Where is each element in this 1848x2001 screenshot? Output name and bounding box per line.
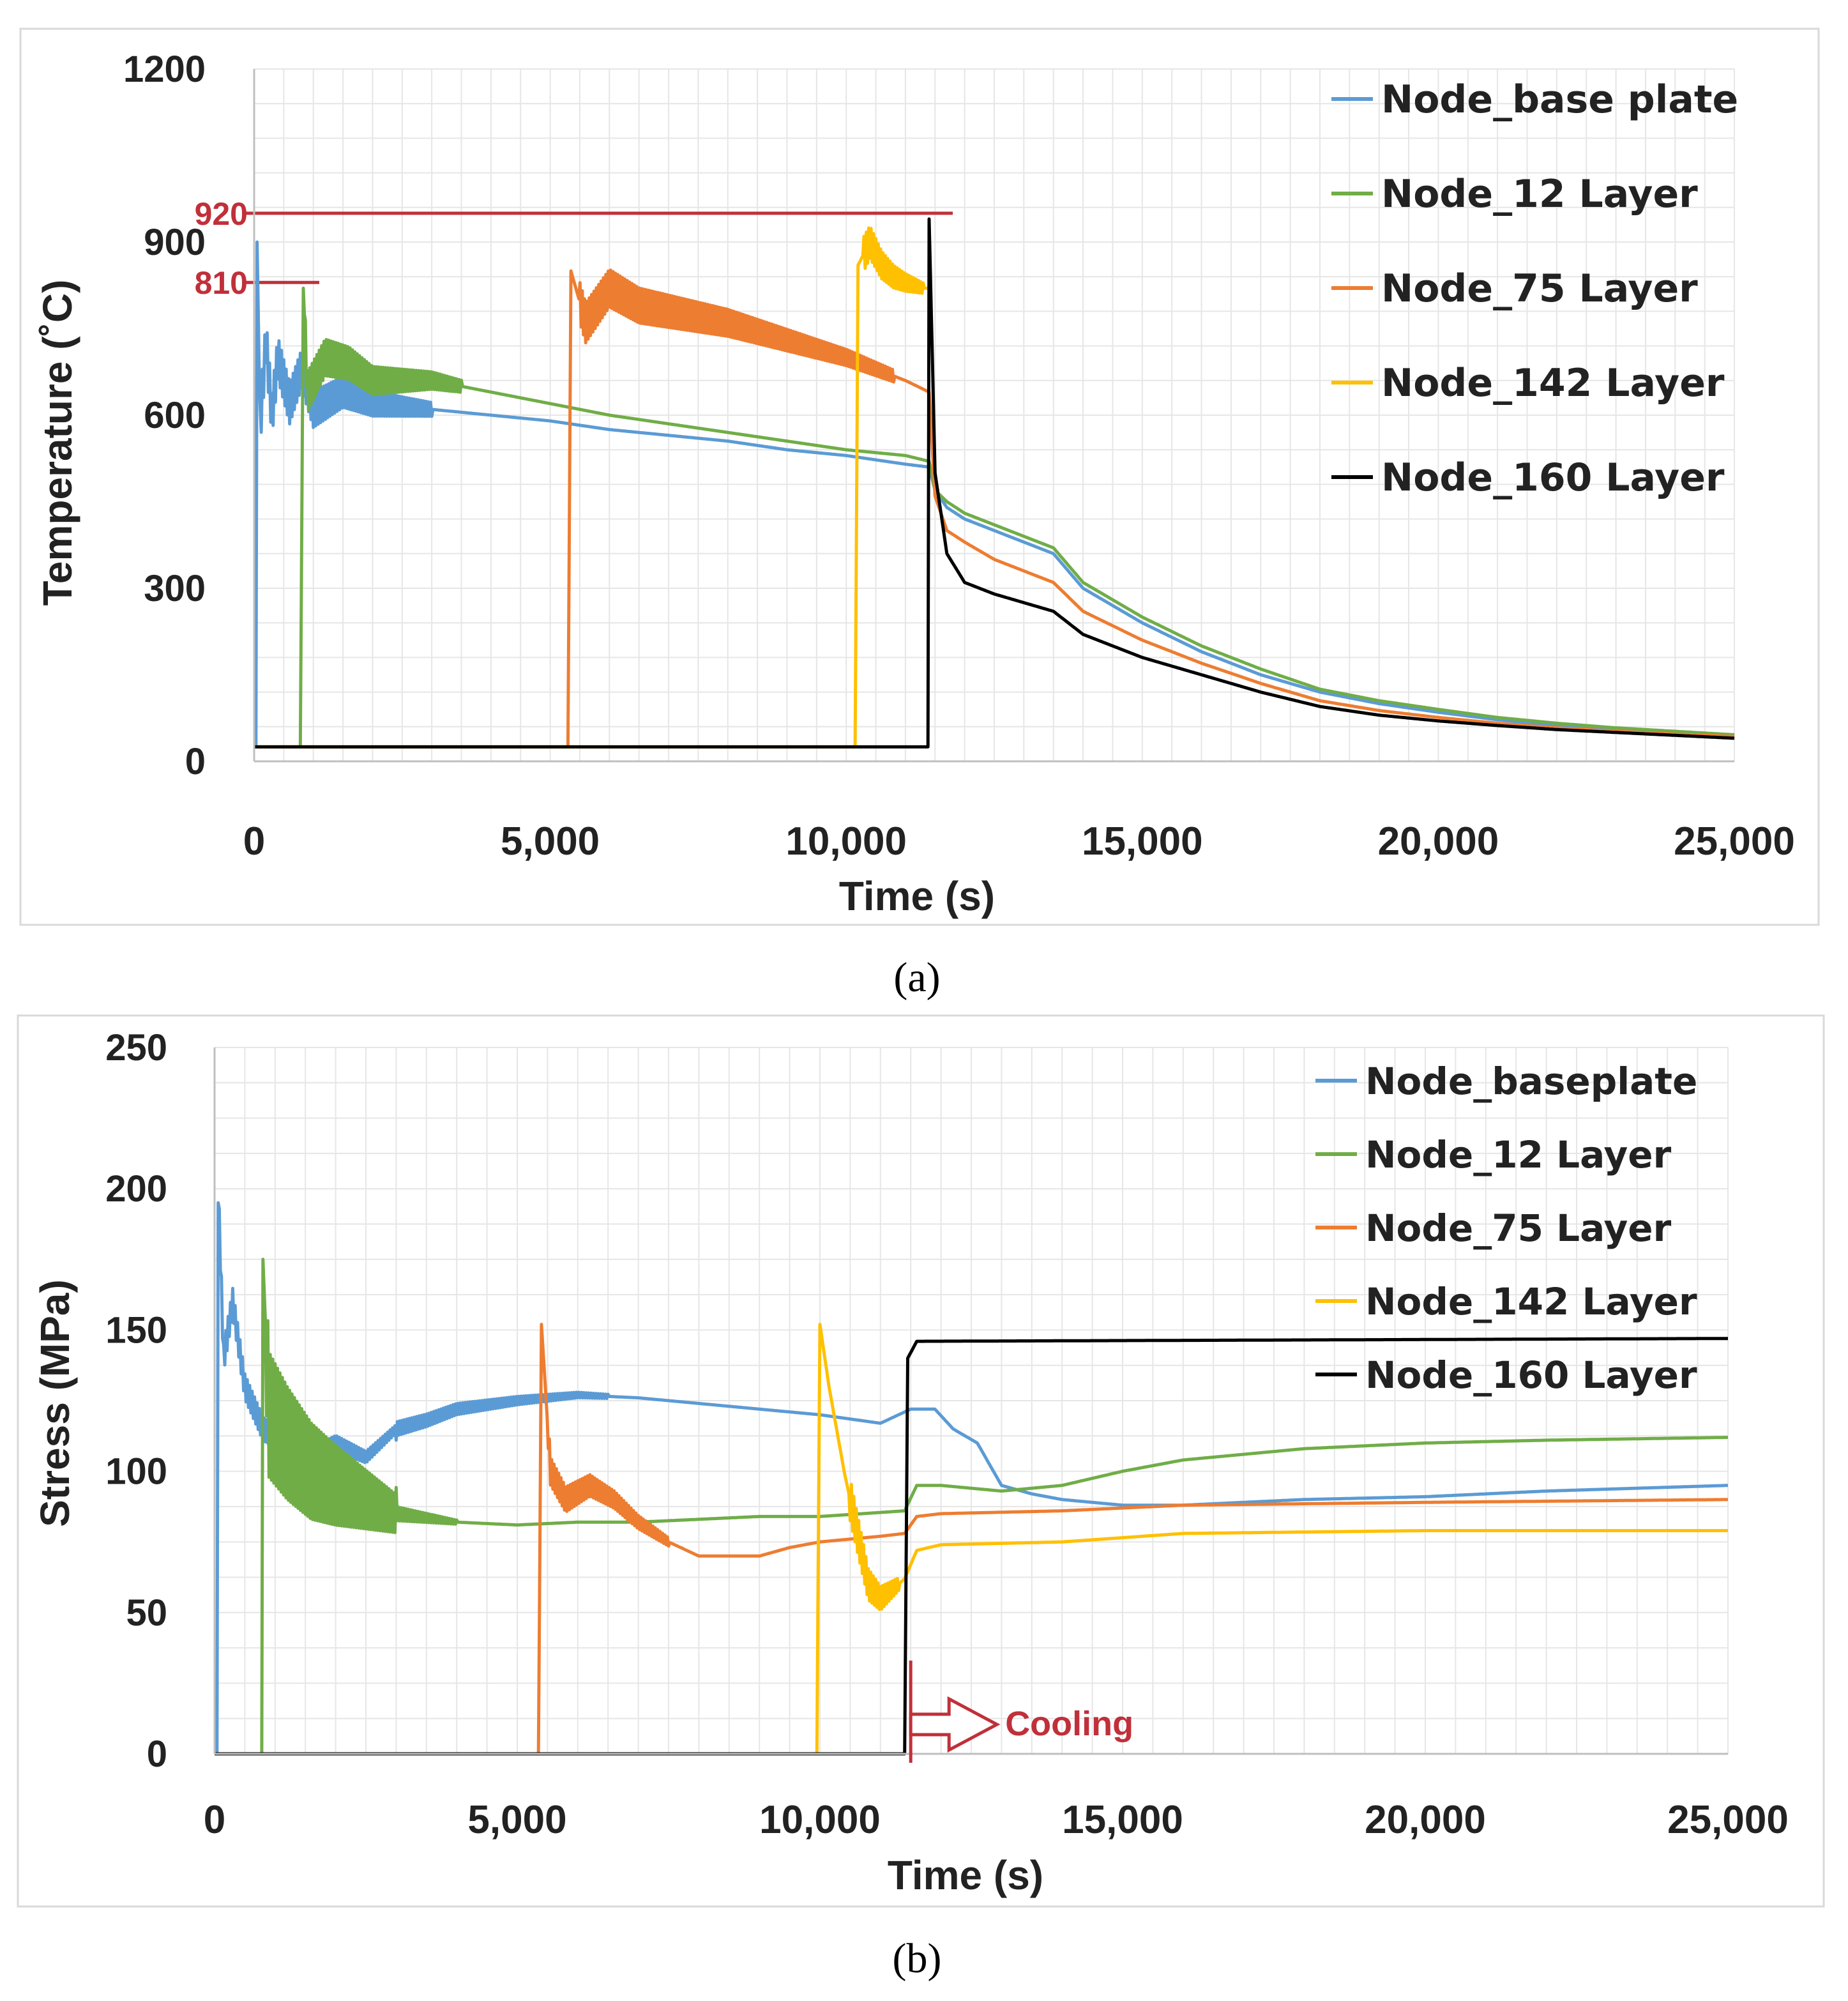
- y-tick-label: 250: [105, 1027, 167, 1069]
- cooling-arrow-icon: [909, 1696, 1001, 1753]
- x-tick-label: 25,000: [1667, 1798, 1789, 1842]
- series-line-node-12-layer: [254, 286, 1735, 749]
- chart-b-xlabel: Time (s): [888, 1852, 1043, 1898]
- y-tick-label: 300: [144, 568, 206, 609]
- chart-b-ylabel: Stress (MPa): [32, 1279, 78, 1527]
- series-line-node-12-layer: [214, 1258, 1729, 1756]
- y-tick-label: 150: [105, 1309, 167, 1351]
- legend-label: Node_baseplate: [1365, 1060, 1697, 1103]
- x-tick-label: 20,000: [1378, 819, 1499, 864]
- legend-label: Node_75 Layer: [1381, 266, 1698, 311]
- chart-a: 920 810 0 300 600 900 1200 0 5,000 10,000 15,000 2…: [34, 49, 1795, 919]
- legend-label: Node_12 Layer: [1365, 1133, 1672, 1176]
- x-tick-label: 0: [204, 1798, 225, 1842]
- y-tick-label: 200: [105, 1168, 167, 1210]
- series-line-node-baseplate: [214, 1201, 1729, 1756]
- legend-label: Node_142 Layer: [1365, 1280, 1697, 1323]
- y-tick-label: 1200: [123, 49, 206, 90]
- annotation-label-810: 810: [195, 265, 248, 301]
- x-tick-label: 20,000: [1365, 1798, 1486, 1842]
- x-tick-label: 5,000: [501, 819, 600, 864]
- x-tick-label: 25,000: [1674, 819, 1795, 864]
- legend-label: Node_160 Layer: [1381, 455, 1725, 500]
- y-tick-label: 0: [185, 741, 206, 782]
- legend-label: Node_160 Layer: [1365, 1353, 1697, 1397]
- y-tick-label: 50: [126, 1592, 167, 1634]
- caption-a: (a): [893, 954, 940, 1001]
- legend-label: Node_75 Layer: [1365, 1206, 1672, 1250]
- y-tick-label: 0: [147, 1733, 167, 1775]
- y-tick-label: 600: [144, 395, 206, 436]
- cooling-label: Cooling: [1005, 1705, 1133, 1743]
- legend-label: Node_base plate: [1381, 77, 1738, 122]
- chart-a-xlabel: Time (s): [839, 873, 995, 919]
- caption-b: (b): [893, 1935, 942, 1982]
- legend-label: Node_142 Layer: [1381, 361, 1725, 406]
- x-tick-label: 0: [243, 819, 265, 864]
- series-line-node-base-plate: [253, 240, 1735, 749]
- chart-a-ylabel: Temperature (˚C): [34, 280, 80, 606]
- legend-label: Node_12 Layer: [1381, 172, 1698, 217]
- x-tick-label: 10,000: [759, 1798, 881, 1842]
- chart-b: 0 50 100 150 200 250 0 5,000 10,000 15,000 20,000 2…: [32, 1027, 1789, 1898]
- x-tick-label: 15,000: [1062, 1798, 1183, 1842]
- y-tick-label: 100: [105, 1451, 167, 1493]
- x-tick-label: 5,000: [467, 1798, 566, 1842]
- x-tick-label: 15,000: [1082, 819, 1203, 864]
- annotation-label-920: 920: [195, 196, 248, 232]
- series-line-node-160-layer: [254, 217, 1735, 749]
- x-tick-label: 10,000: [785, 819, 907, 864]
- chart-a-frame: [19, 27, 1820, 926]
- y-tick-label: 900: [144, 222, 206, 263]
